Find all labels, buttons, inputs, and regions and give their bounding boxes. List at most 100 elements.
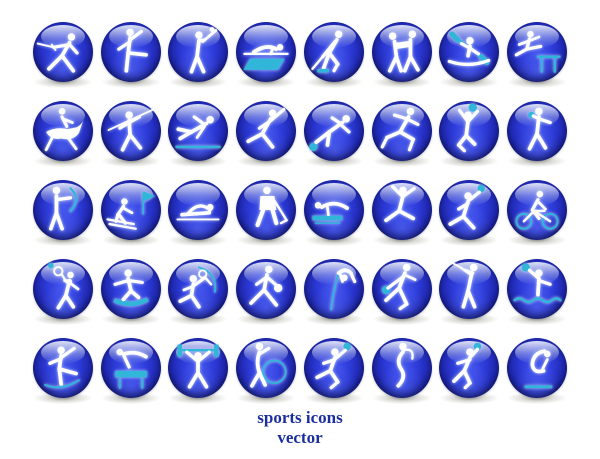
sport-icon-springboard-diving[interactable] [303,180,364,248]
sport-icon-wrestling[interactable] [371,22,432,90]
sphere-shadow [169,313,228,325]
glossy-sphere-button [33,259,93,319]
glossy-sphere-button [371,22,432,82]
long-jump-icon [175,115,222,149]
glossy-sphere-button [100,259,161,319]
sport-icon-ice-hockey[interactable] [303,22,364,90]
sport-icon-figure-skating[interactable] [33,338,93,406]
glossy-sphere-button [236,22,297,82]
basketball-icon [249,265,283,307]
sphere-shadow [169,76,228,88]
sphere-gloss-highlight [244,183,289,206]
sport-icon-balance-beam[interactable] [236,22,297,90]
sport-icon-weightlifting[interactable] [168,338,229,406]
rhythmic-gymnastics-ball-icon [448,184,486,230]
volleyball-icon [457,103,480,153]
ice-hockey-icon [311,30,343,73]
sphere-shadow [34,392,92,404]
sport-icon-handball[interactable] [303,338,364,406]
sphere-shadow [101,155,160,167]
sphere-shadow [101,76,160,88]
sport-icon-sprinting[interactable] [371,101,432,169]
sport-icon-ballet-dance[interactable] [100,22,161,90]
sphere-shadow [507,155,566,167]
javelin-throw-icon [107,108,155,152]
sphere-shadow [304,313,363,325]
sport-icon-volleyball[interactable] [439,101,500,169]
sphere-shadow [304,392,363,404]
sport-icon-rhythmic-ball[interactable] [439,180,500,248]
sphere-shadow [169,234,228,246]
glossy-sphere-button [168,180,229,240]
sphere-shadow [34,313,92,325]
sphere-shadow [101,313,160,325]
platform-diving-icon [524,349,553,389]
sphere-gloss-highlight [244,104,289,127]
discus-throw-icon [452,342,482,390]
sport-icon-swimming[interactable] [168,180,229,248]
sport-icon-long-jump[interactable] [168,101,229,169]
figure-skating-icon [44,346,80,389]
sport-icon-ribbon-dance[interactable] [371,338,432,406]
sport-icon-tennis-serve[interactable] [33,259,93,327]
sport-icon-bowling[interactable] [371,259,432,327]
soccer-kick-icon [308,115,351,152]
sport-icon-hurdles[interactable] [506,22,567,90]
sport-icon-platform-diving[interactable] [506,338,567,406]
sport-icon-javelin-throw[interactable] [100,101,161,169]
sphere-shadow [440,234,499,246]
wrestling-icon [387,30,420,73]
sport-icon-archery[interactable] [33,180,93,248]
sport-icon-equestrian[interactable] [33,101,93,169]
sport-icon-kayaking[interactable] [439,22,500,90]
swimming-icon [176,203,220,221]
sport-icon-snowboarding[interactable] [100,259,161,327]
sport-icon-soccer[interactable] [303,101,364,169]
sport-icon-speed-skating[interactable] [236,101,297,169]
sport-icon-hockey-player[interactable] [236,180,297,248]
sport-icon-shot-put[interactable] [506,101,567,169]
floor-gymnastics-icon [383,184,416,223]
sphere-shadow [237,234,296,246]
sport-icon-cycling[interactable] [506,180,567,248]
hurdles-icon [514,30,561,73]
sphere-gloss-highlight [176,183,221,206]
sphere-shadow [169,392,228,404]
sport-icon-basketball[interactable] [236,259,297,327]
icons-grid [33,22,567,417]
sport-icon-slalom-skiing[interactable] [100,180,161,248]
sport-icon-pole-vault[interactable] [303,259,364,327]
weightlifting-icon [177,344,220,389]
caption-line2: vector [277,428,323,448]
sphere-gloss-highlight [41,104,85,127]
sport-icon-golf[interactable] [439,259,500,327]
sport-icon-floor-gymnastics[interactable] [371,180,432,248]
sport-icon-baseball[interactable] [168,22,229,90]
fencing-icon [36,33,79,73]
sphere-shadow [372,313,431,325]
handball-throw-icon [315,342,351,390]
sphere-shadow [237,76,296,88]
sphere-gloss-highlight [244,341,289,364]
sport-icon-rhythmic-hoop[interactable] [236,338,297,406]
sphere-shadow [507,234,566,246]
pole-vault-icon [330,268,357,311]
sport-icon-water-polo[interactable] [506,259,567,327]
sport-icon-fencing[interactable] [33,22,93,90]
sphere-shadow [237,313,296,325]
springboard-gymnastics-icon [312,201,349,224]
cycling-icon [515,190,559,230]
sport-icon-pommel-horse[interactable] [100,338,161,406]
ribbon-dance-icon [395,342,414,388]
rhythmic-gymnastics-hoop-icon [250,342,287,388]
caption: sports icons vector [0,408,600,448]
icon-row [33,180,567,248]
sphere-shadow [440,392,499,404]
sport-icon-discus-throw[interactable] [439,338,500,406]
sphere-shadow [169,155,228,167]
sport-icon-badminton[interactable] [168,259,229,327]
sphere-shadow [507,313,566,325]
hockey-player-icon [255,186,288,228]
icon-row [33,259,567,327]
